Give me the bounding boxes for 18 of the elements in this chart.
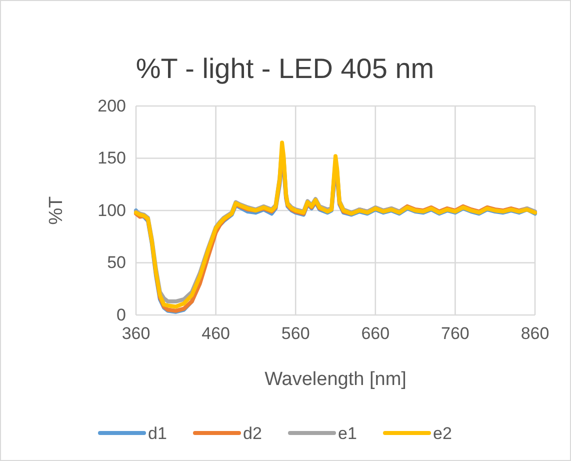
x-tick-label: 560 [281,324,310,344]
x-tick-label: 660 [361,324,390,344]
y-axis-title: %T [46,196,67,225]
x-axis-title: Wavelength [nm] [264,369,406,390]
x-tick-label: 860 [520,324,550,344]
y-tick-label: 0 [116,305,126,324]
legend-label: d1 [148,424,167,443]
legend-label: e2 [433,424,452,443]
legend-label: e1 [338,424,357,443]
y-tick-label: 100 [98,200,126,220]
y-tick-label: 50 [107,253,126,272]
y-tick-label: 150 [98,148,126,168]
chart-title: %T - light - LED 405 nm [136,53,434,84]
x-tick-label: 360 [122,324,150,344]
y-tick-label: 200 [98,96,126,116]
x-tick-label: 460 [202,324,230,344]
x-tick-label: 760 [441,324,470,344]
legend-label: d2 [243,424,262,443]
